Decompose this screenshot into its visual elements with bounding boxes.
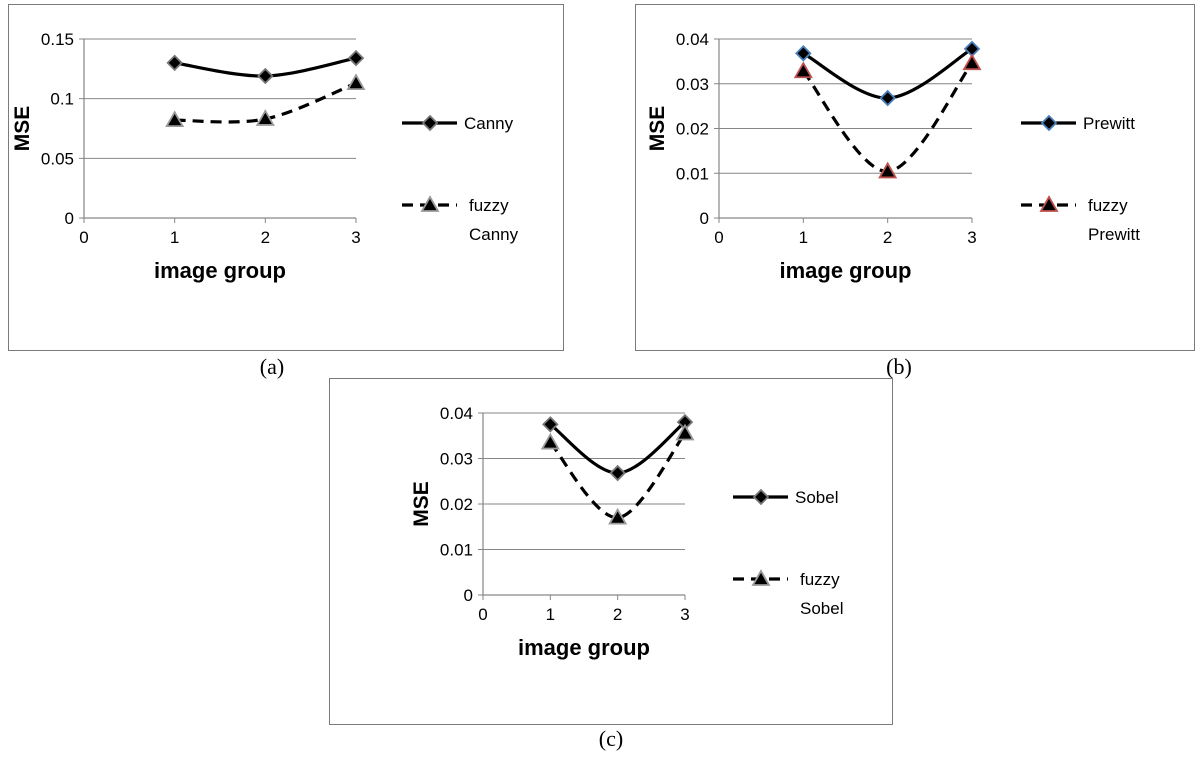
caption-c: (c) [598,726,624,751]
y-tick-label-b-4: 0.04 [676,30,709,49]
data-point-c-0-0 [542,416,559,433]
legend-label-b-1-1: Prewitt [1088,225,1140,244]
y-tick-label-c-2: 0.02 [440,495,473,514]
x-axis-title-a: image group [154,258,286,283]
legend-label-c-1-1: Sobel [800,599,843,618]
data-point-a-0-1 [257,67,274,85]
data-point-c-0-1 [609,464,626,482]
caption-a: (a) [259,354,285,379]
caption-b: (b) [886,354,912,379]
y-tick-label-c-0: 0 [464,586,473,605]
x-tick-label-b-1: 1 [799,228,808,247]
y-tick-label-b-3: 0.03 [676,75,709,94]
series-line-c-1 [549,432,687,520]
y-tick-label-b-1: 0.01 [676,164,709,183]
data-point-a-1-0 [165,110,185,128]
legend-marker-c-1 [751,569,771,586]
x-tick-label-c-2: 2 [613,605,622,624]
x-tick-label-a-2: 2 [261,228,270,247]
x-tick-label-c-0: 0 [478,605,487,624]
data-point-b-1-2 [962,53,982,71]
x-tick-label-b-3: 3 [967,228,976,247]
legend-label-c-1-0: fuzzy [800,570,840,589]
legend-marker-a-0 [421,114,439,132]
x-tick-label-c-1: 1 [546,605,555,624]
legend-label-a-1-0: fuzzy [469,196,509,215]
y-axis-title-a: MSE [11,106,34,152]
x-tick-label-a-3: 3 [351,228,360,247]
legend-marker-b-0 [1040,114,1058,132]
x-tick-label-c-3: 3 [680,605,689,624]
y-tick-label-a-3: 0.15 [41,30,74,49]
data-point-a-1-2 [346,73,366,91]
data-point-c-1-1 [608,507,628,525]
legend-label-a-0: Canny [464,114,514,133]
legend-marker-b-1 [1039,195,1059,212]
legend-label-b-0: Prewitt [1083,114,1135,133]
data-point-c-1-0 [540,432,560,450]
x-axis-title-c: image group [518,635,650,660]
y-axis-title-c: MSE [410,481,433,527]
y-tick-label-a-0: 0 [65,209,74,228]
chart-panel-a: 0 0.05 0.1 0.15 0 1 2 3 image group MSE Canny fuzzy… [8,4,564,351]
x-tick-label-a-1: 1 [170,228,179,247]
data-point-a-0-0 [166,54,183,72]
legend-marker-c-0 [752,488,770,506]
y-tick-label-c-1: 0.01 [440,541,473,560]
x-axis-title-b: image group [779,258,911,283]
data-point-a-0-2 [347,49,365,67]
y-tick-label-c-4: 0.04 [440,404,473,423]
data-point-b-1-1 [878,161,898,179]
chart-panel-c: 0 0.01 0.02 0.03 0.04 0 1 2 3 image group MSE Sobel… [329,378,893,725]
legend-label-a-1-1: Canny [469,225,519,244]
y-tick-label-b-2: 0.02 [676,120,709,139]
chart-c-svg: 0 0.01 0.02 0.03 0.04 0 1 2 3 image group MSE Sobel… [410,404,843,660]
data-point-b-0-0 [795,45,812,62]
y-axis-title-b: MSE [646,106,669,152]
data-point-a-1-1 [255,109,275,126]
legend-marker-a-1 [420,195,440,212]
y-tick-label-a-2: 0.1 [50,90,74,109]
x-tick-label-b-0: 0 [714,228,723,247]
chart-b-svg: 0 0.01 0.02 0.03 0.04 0 1 2 3 image group MSE Prewi… [646,30,1140,283]
data-point-b-0-1 [879,89,896,107]
y-tick-label-a-1: 0.05 [41,149,74,168]
chart-panel-b: 0 0.01 0.02 0.03 0.04 0 1 2 3 image group MSE Prewi… [635,4,1195,351]
legend-label-c-0: Sobel [795,488,838,507]
x-tick-label-b-2: 2 [883,228,892,247]
chart-a-svg: 0 0.05 0.1 0.15 0 1 2 3 image group MSE Canny fuzzy… [11,30,519,283]
y-tick-label-b-0: 0 [700,209,709,228]
data-point-c-1-2 [675,423,695,441]
series-line-b-1 [802,62,974,174]
legend-label-b-1-0: fuzzy [1088,196,1128,215]
data-point-b-1-0 [793,61,813,79]
x-tick-label-a-0: 0 [79,228,88,247]
y-tick-label-c-3: 0.03 [440,450,473,469]
